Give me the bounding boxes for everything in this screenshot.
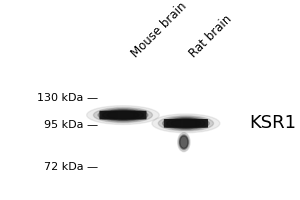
- Ellipse shape: [94, 107, 152, 123]
- FancyBboxPatch shape: [121, 111, 134, 119]
- Ellipse shape: [179, 135, 189, 150]
- Text: 72 kDa: 72 kDa: [44, 162, 83, 172]
- FancyBboxPatch shape: [166, 119, 180, 128]
- Text: —: —: [86, 120, 98, 130]
- FancyBboxPatch shape: [134, 111, 144, 119]
- Ellipse shape: [171, 119, 201, 127]
- FancyBboxPatch shape: [99, 111, 146, 119]
- Ellipse shape: [152, 114, 220, 133]
- FancyBboxPatch shape: [102, 111, 117, 119]
- Text: —: —: [86, 162, 98, 172]
- Text: —: —: [86, 93, 98, 103]
- FancyBboxPatch shape: [184, 119, 196, 128]
- Text: KSR1: KSR1: [249, 114, 296, 132]
- Text: 95 kDa: 95 kDa: [44, 120, 83, 130]
- FancyBboxPatch shape: [196, 119, 206, 128]
- Ellipse shape: [163, 117, 209, 130]
- Text: Mouse brain: Mouse brain: [129, 0, 189, 60]
- FancyBboxPatch shape: [164, 119, 208, 128]
- Ellipse shape: [180, 136, 188, 148]
- Ellipse shape: [87, 106, 159, 124]
- Text: 130 kDa: 130 kDa: [37, 93, 83, 103]
- Text: Rat brain: Rat brain: [188, 13, 235, 60]
- Ellipse shape: [107, 111, 139, 119]
- Ellipse shape: [103, 110, 143, 120]
- Ellipse shape: [167, 118, 205, 129]
- Ellipse shape: [158, 116, 214, 131]
- Ellipse shape: [98, 109, 148, 122]
- Ellipse shape: [178, 133, 190, 152]
